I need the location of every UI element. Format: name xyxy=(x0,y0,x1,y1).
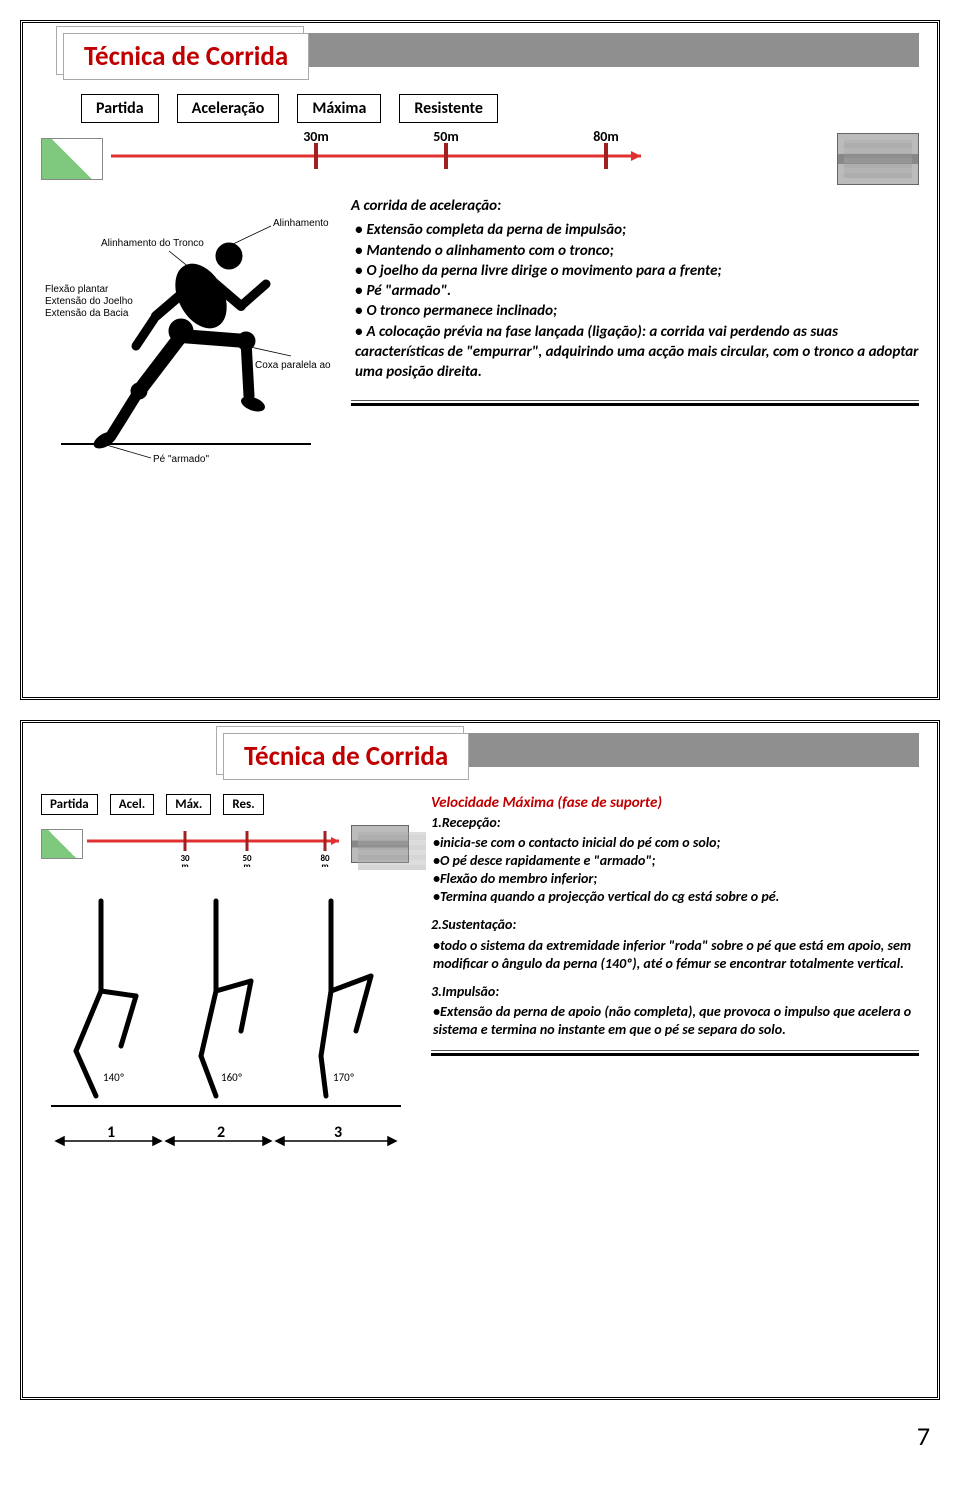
bullet: •Flexão do membro inferior; xyxy=(433,870,919,888)
bullet: •todo o sistema da extremidade inferior … xyxy=(433,937,919,973)
track-line-icon: 30m 50m 80m xyxy=(111,131,651,181)
phase-resistente: Resistente xyxy=(399,94,498,123)
runner-figure: Alinhamento da Cabeça Alinhamento do Tro… xyxy=(41,196,331,456)
stick-phase-diagram: 140º 160º 170º 1 2 xyxy=(41,881,411,1181)
slide-1: Técnica de Corrida Partida Aceleração Má… xyxy=(20,20,940,700)
section-3-title: 3.Impulsão: xyxy=(431,983,919,1001)
svg-text:Alinhamento da Cabeça: Alinhamento da Cabeça xyxy=(273,218,331,229)
description-text: Velocidade Máxima (fase de suporte) 1.Re… xyxy=(431,794,919,1186)
phase-partida: Partida xyxy=(41,794,98,815)
svg-text:m: m xyxy=(321,861,328,867)
bullet: •inicia-se com o contacto inicial do pé … xyxy=(433,834,919,852)
race-thumb-icon xyxy=(351,825,409,863)
title-box: Técnica de Corrida xyxy=(63,33,309,80)
race-thumb-icon xyxy=(837,133,919,185)
description-text: A corrida de aceleração: Extensão comple… xyxy=(351,196,919,456)
bullet: •O pé desce rapidamente e "armado"; xyxy=(433,852,919,870)
bullet: O tronco permanece inclinado; xyxy=(355,301,919,321)
phase-acel: Acel. xyxy=(110,794,155,815)
bullet: Extensão completa da perna de impulsão; xyxy=(355,220,919,240)
section-1-title: 1.Recepção: xyxy=(431,814,919,832)
slide-title: Técnica de Corrida xyxy=(244,740,448,773)
phase-num-2: 2 xyxy=(217,1123,225,1142)
phase-row: Partida Aceleração Máxima Resistente xyxy=(81,94,919,123)
title-banner: Técnica de Corrida xyxy=(41,33,919,80)
phase-maxima: Máxima xyxy=(297,94,381,123)
track-row: 30m 50m 80m xyxy=(41,131,919,186)
track-line-icon: 30 m 50 m 80 m xyxy=(87,821,347,867)
bullet: O joelho da perna livre dirige o movimen… xyxy=(355,261,919,281)
phase-aceleracao: Aceleração xyxy=(177,94,280,123)
desc-heading: Velocidade Máxima (fase de suporte) xyxy=(431,794,919,814)
desc-heading: A corrida de aceleração: xyxy=(351,196,919,216)
section-2-title: 2.Sustentação: xyxy=(431,916,919,934)
svg-text:Extensão da Bacia: Extensão da Bacia xyxy=(45,308,129,319)
phase-partida: Partida xyxy=(81,94,159,123)
svg-text:m: m xyxy=(243,861,250,867)
tick-30m: 30m xyxy=(303,131,329,145)
phase-res: Res. xyxy=(223,794,263,815)
phase-num-3: 3 xyxy=(334,1123,342,1142)
svg-text:Flexão plantar: Flexão plantar xyxy=(45,284,109,295)
angle-3: 170º xyxy=(333,1071,354,1084)
content-row: Partida Acel. Máx. Res. 30 m 50 m 80 xyxy=(41,794,919,1186)
slide-2: Técnica de Corrida Partida Acel. Máx. Re… xyxy=(20,720,940,1400)
title-box: Técnica de Corrida xyxy=(223,733,469,780)
slide-title: Técnica de Corrida xyxy=(84,40,288,73)
phase-num-1: 1 xyxy=(107,1123,115,1142)
angle-2: 160º xyxy=(221,1071,242,1084)
start-thumb-icon xyxy=(41,138,103,180)
svg-text:Alinhamento do Tronco: Alinhamento do Tronco xyxy=(101,238,204,249)
svg-text:Pé "armado": Pé "armado" xyxy=(153,454,209,465)
bullet: •Extensão da perna de apoio (não complet… xyxy=(433,1003,919,1039)
page-number: 7 xyxy=(0,1420,930,1452)
tick-80m: 80m xyxy=(593,131,619,145)
bullet: A colocação prévia na fase lançada (liga… xyxy=(355,322,919,383)
svg-text:m: m xyxy=(181,861,188,867)
svg-text:Coxa paralela ao solo: Coxa paralela ao solo xyxy=(255,360,331,371)
angle-1: 140º xyxy=(103,1071,124,1084)
tick-50m: 50m xyxy=(433,131,459,145)
content-row: Alinhamento da Cabeça Alinhamento do Tro… xyxy=(41,196,919,456)
bullet: Mantendo o alinhamento com o tronco; xyxy=(355,241,919,261)
start-thumb-icon xyxy=(41,829,83,859)
phase-max: Máx. xyxy=(166,794,211,815)
title-banner: Técnica de Corrida xyxy=(201,733,919,780)
bullet: Pé "armado". xyxy=(355,281,919,301)
bullet: •Termina quando a projecção vertical do … xyxy=(433,888,919,906)
svg-text:Extensão do Joelho: Extensão do Joelho xyxy=(45,296,133,307)
